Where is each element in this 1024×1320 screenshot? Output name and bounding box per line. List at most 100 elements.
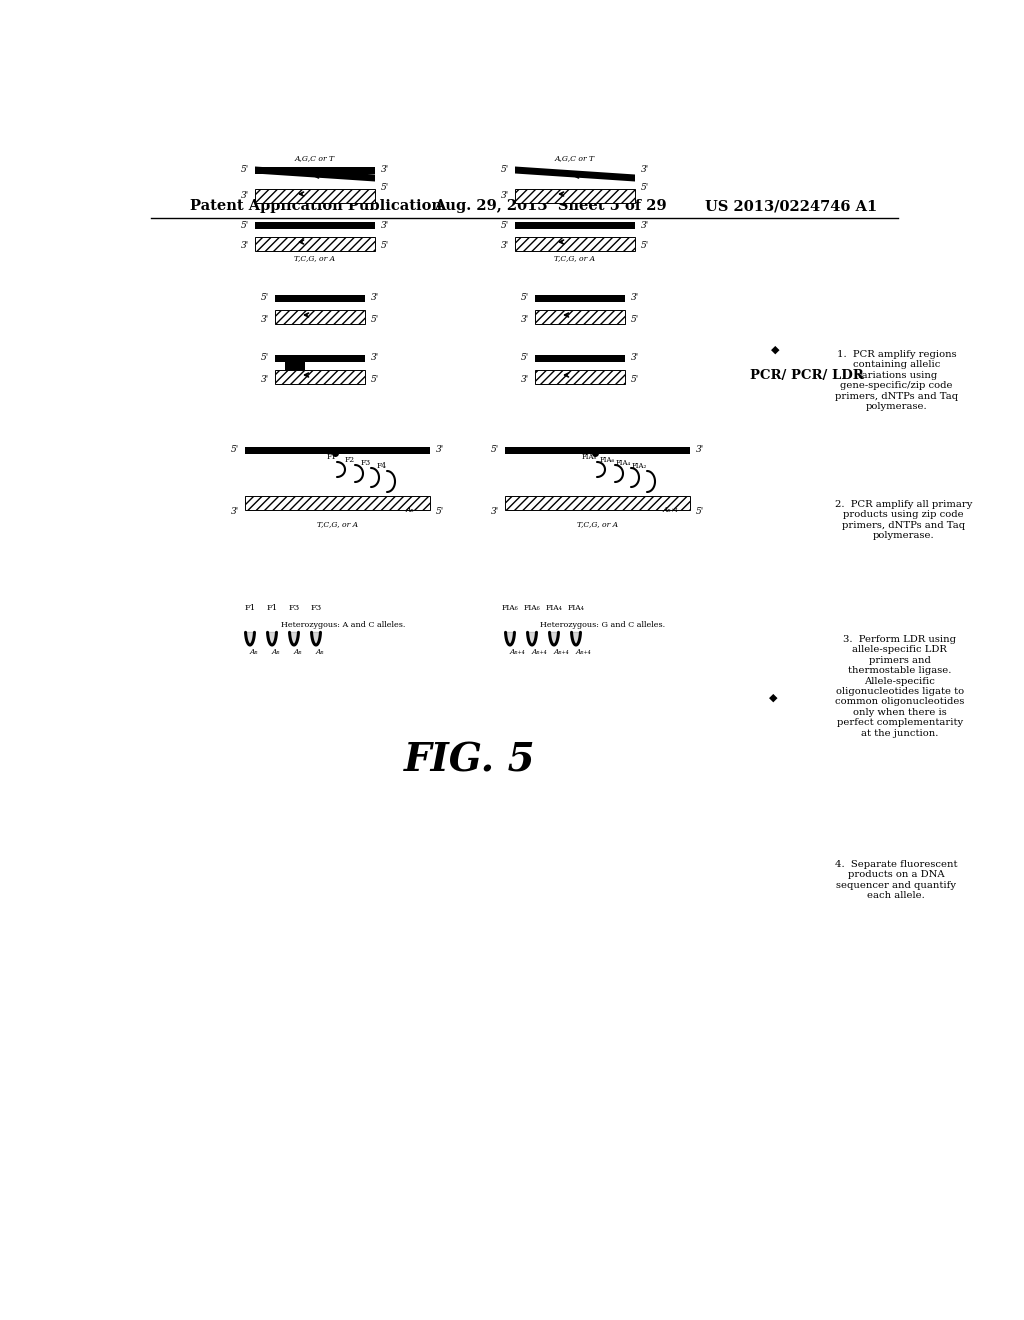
Text: F1: F1 bbox=[245, 605, 256, 612]
Text: 3': 3' bbox=[631, 293, 639, 302]
Text: Aug. 29, 2013  Sheet 5 of 29: Aug. 29, 2013 Sheet 5 of 29 bbox=[434, 199, 667, 213]
Text: A,G,C or T: A,G,C or T bbox=[555, 154, 595, 162]
Text: 3': 3' bbox=[696, 446, 705, 454]
Bar bbox=[255, 166, 375, 173]
Bar bbox=[515, 222, 635, 228]
Text: Aₙ: Aₙ bbox=[316, 648, 325, 656]
Bar bbox=[285, 362, 305, 374]
Text: 5': 5' bbox=[521, 354, 529, 363]
Text: 4.  Separate fluorescent
products on a DNA
sequencer and quantify
each allele.: 4. Separate fluorescent products on a DN… bbox=[835, 861, 957, 900]
Text: 3': 3' bbox=[641, 220, 649, 230]
Text: 3': 3' bbox=[371, 354, 379, 363]
Text: 5': 5' bbox=[381, 183, 389, 193]
Bar bbox=[275, 294, 365, 301]
Text: Heterozygous: A and C alleles.: Heterozygous: A and C alleles. bbox=[281, 620, 406, 630]
Text: 5': 5' bbox=[696, 507, 705, 516]
Text: Aₙ₊₄: Aₙ₊₄ bbox=[554, 648, 569, 656]
Text: 3': 3' bbox=[261, 315, 269, 325]
Bar bbox=[535, 294, 625, 301]
Text: 3': 3' bbox=[241, 191, 249, 201]
Text: F3: F3 bbox=[310, 605, 322, 612]
Text: Aₙ: Aₙ bbox=[406, 506, 415, 513]
Text: Aₙ: Aₙ bbox=[294, 648, 303, 656]
Polygon shape bbox=[255, 166, 375, 181]
Text: 5': 5' bbox=[371, 375, 379, 384]
Bar bbox=[275, 355, 365, 362]
Text: 5': 5' bbox=[261, 293, 269, 302]
Bar bbox=[515, 238, 635, 251]
Text: FIA₆: FIA₆ bbox=[523, 605, 541, 612]
Text: FIG. 5: FIG. 5 bbox=[404, 741, 536, 779]
Text: 5': 5' bbox=[521, 293, 529, 302]
Text: F2: F2 bbox=[345, 455, 355, 465]
Text: US 2013/0224746 A1: US 2013/0224746 A1 bbox=[706, 199, 878, 213]
Text: 5': 5' bbox=[436, 507, 444, 516]
Polygon shape bbox=[506, 632, 514, 645]
Text: T,C,G, or A: T,C,G, or A bbox=[554, 253, 596, 261]
Text: 3': 3' bbox=[241, 242, 249, 251]
Text: FIA₆: FIA₆ bbox=[502, 605, 518, 612]
Text: 3': 3' bbox=[521, 375, 529, 384]
Bar bbox=[275, 310, 365, 323]
Polygon shape bbox=[246, 632, 254, 645]
Text: 3': 3' bbox=[371, 293, 379, 302]
Text: Aₙ: Aₙ bbox=[272, 648, 281, 656]
Bar bbox=[535, 310, 625, 323]
Text: 3': 3' bbox=[501, 242, 509, 251]
Polygon shape bbox=[571, 632, 581, 645]
Text: 3': 3' bbox=[261, 375, 269, 384]
Text: 3': 3' bbox=[641, 165, 649, 174]
Text: 5': 5' bbox=[261, 354, 269, 363]
Text: T,C,G, or A: T,C,G, or A bbox=[317, 520, 358, 528]
Text: 5': 5' bbox=[371, 315, 379, 325]
Bar bbox=[535, 370, 625, 384]
Polygon shape bbox=[267, 632, 276, 645]
Text: 5': 5' bbox=[241, 220, 249, 230]
Text: PCR/ PCR/ LDR: PCR/ PCR/ LDR bbox=[750, 368, 864, 381]
Text: 5': 5' bbox=[230, 446, 240, 454]
Text: 3': 3' bbox=[230, 507, 240, 516]
Polygon shape bbox=[515, 166, 635, 181]
Text: Aₙ: Aₙ bbox=[250, 648, 259, 656]
Text: FIA₄: FIA₄ bbox=[546, 605, 562, 612]
Text: 3': 3' bbox=[436, 446, 444, 454]
Bar bbox=[535, 355, 625, 362]
Polygon shape bbox=[527, 632, 537, 645]
Text: F1: F1 bbox=[327, 453, 337, 461]
Text: F3: F3 bbox=[289, 605, 300, 612]
Text: 5': 5' bbox=[631, 315, 639, 325]
Text: FIA₄: FIA₄ bbox=[615, 459, 631, 467]
Bar bbox=[245, 446, 430, 454]
Text: 5': 5' bbox=[241, 165, 249, 174]
Text: Aₙ₊₄: Aₙ₊₄ bbox=[532, 648, 548, 656]
Text: Patent Application Publication: Patent Application Publication bbox=[190, 199, 442, 213]
Text: FIA₄: FIA₄ bbox=[567, 605, 585, 612]
Bar bbox=[515, 189, 635, 203]
Text: 3': 3' bbox=[490, 507, 499, 516]
Text: 5': 5' bbox=[501, 220, 509, 230]
Text: 3': 3' bbox=[631, 354, 639, 363]
Bar bbox=[255, 238, 375, 251]
Text: T,C,G, or A: T,C,G, or A bbox=[577, 520, 618, 528]
Text: 5': 5' bbox=[641, 242, 649, 251]
Text: Aₙ₊₄: Aₙ₊₄ bbox=[510, 648, 525, 656]
Text: T,C,G, or A: T,C,G, or A bbox=[295, 253, 336, 261]
Text: 3': 3' bbox=[381, 220, 389, 230]
Text: 5': 5' bbox=[381, 242, 389, 251]
Text: 5': 5' bbox=[501, 165, 509, 174]
Text: 3': 3' bbox=[381, 165, 389, 174]
Text: FIA₂: FIA₂ bbox=[632, 462, 647, 470]
Bar bbox=[255, 189, 375, 203]
Text: FIA₈: FIA₈ bbox=[582, 453, 597, 461]
Bar bbox=[245, 496, 430, 510]
Text: 3': 3' bbox=[521, 315, 529, 325]
Bar bbox=[505, 446, 690, 454]
Text: 3': 3' bbox=[501, 191, 509, 201]
Text: FIA₆: FIA₆ bbox=[600, 455, 615, 465]
Text: 5': 5' bbox=[641, 183, 649, 193]
Bar bbox=[255, 222, 375, 228]
Text: F4: F4 bbox=[377, 462, 387, 470]
Text: 5': 5' bbox=[631, 375, 639, 384]
Text: Aₙ₊₄: Aₙ₊₄ bbox=[575, 648, 592, 656]
Text: 3.  Perform LDR using
allele-specific LDR
primers and
thermostable ligase.
Allel: 3. Perform LDR using allele-specific LDR… bbox=[835, 635, 965, 738]
